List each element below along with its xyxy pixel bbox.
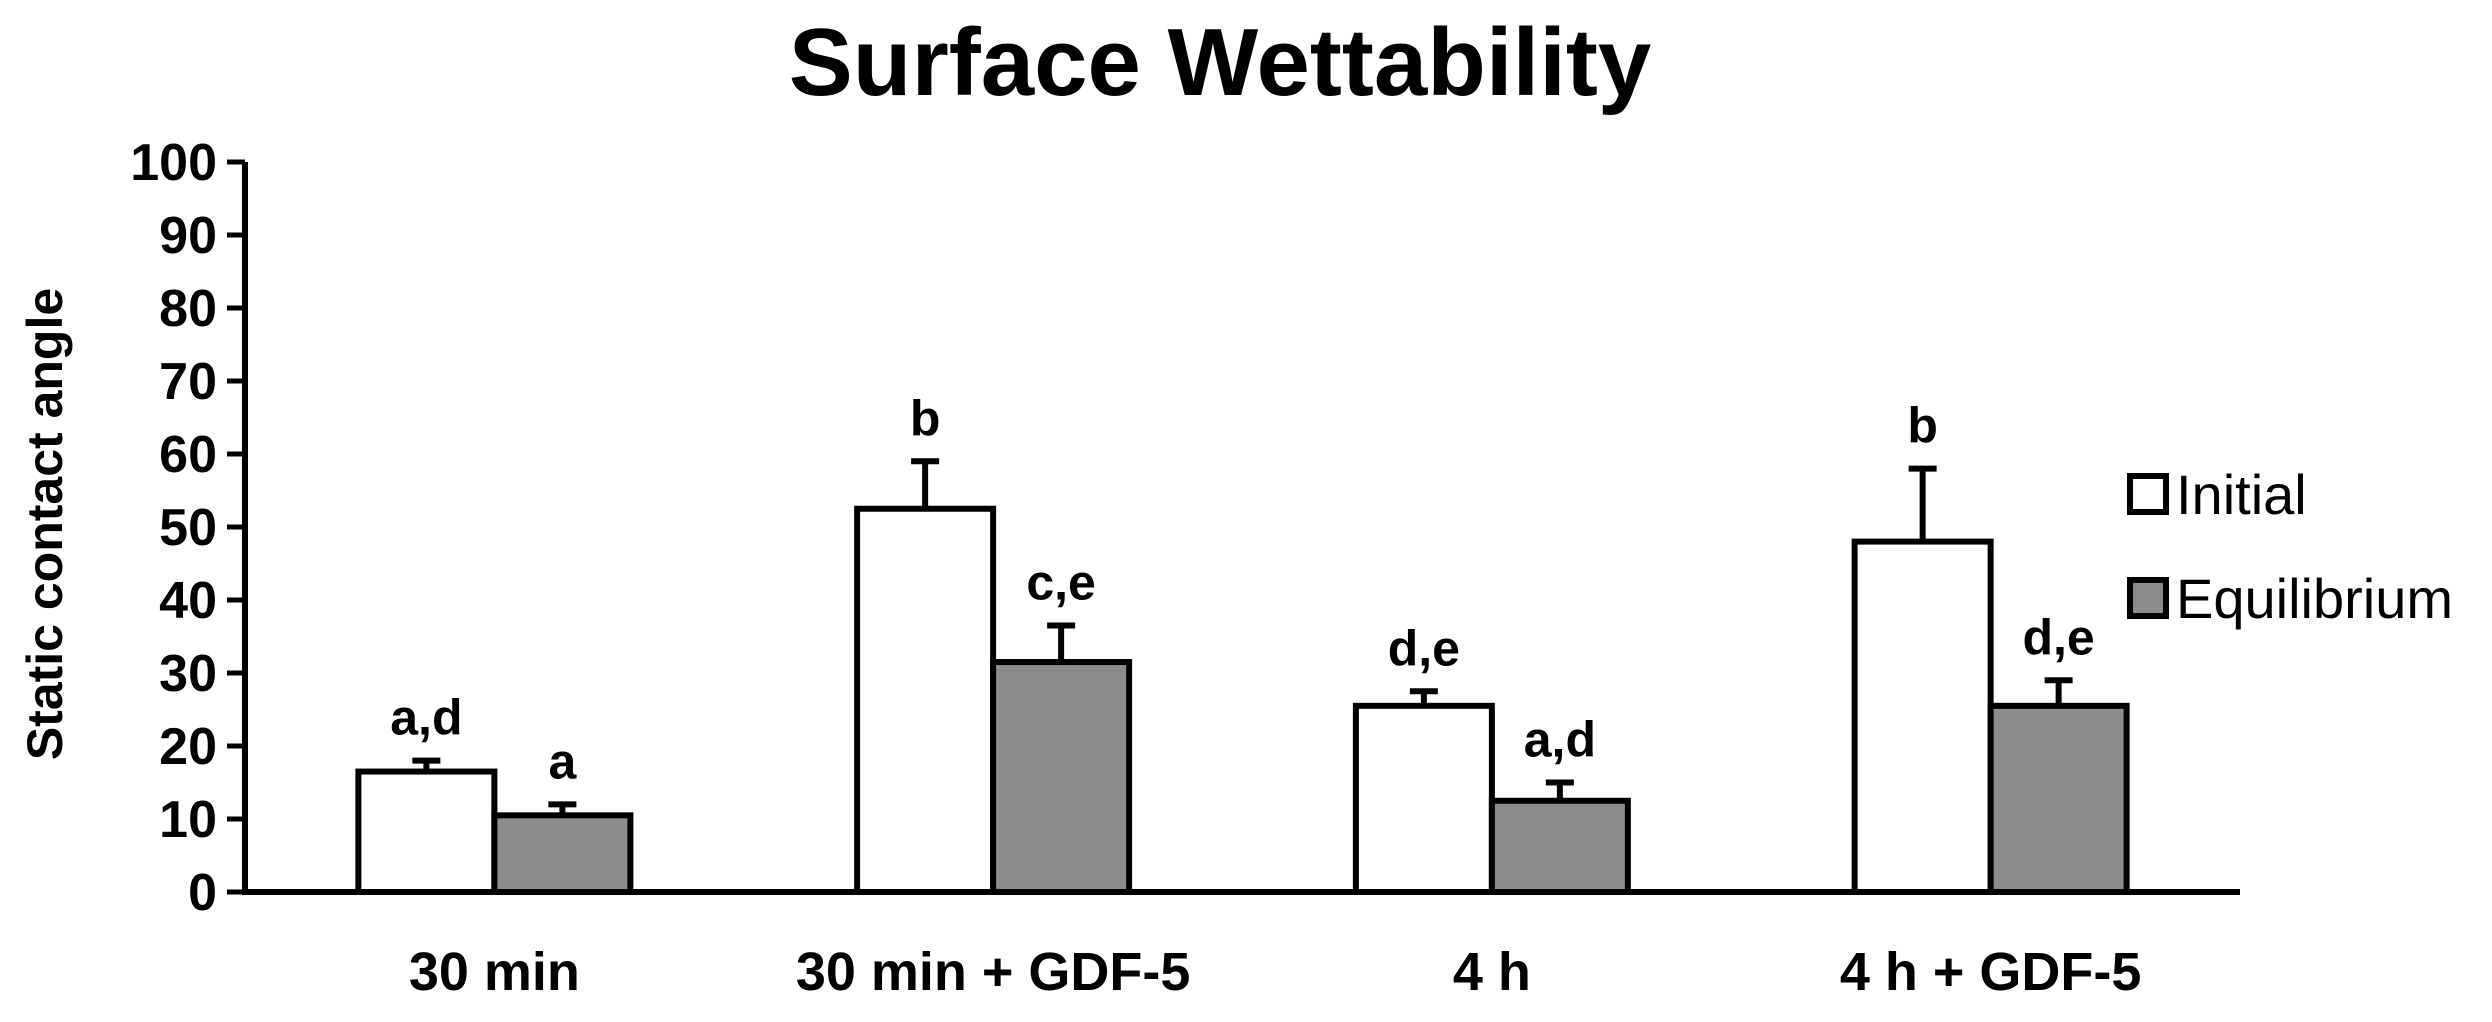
significance-label: a,d	[1524, 712, 1596, 768]
plot-area: 0 10 20 30 40 50 60 70 80 90 100 a,d a 30 min b c,e 30 m…	[130, 134, 2240, 1002]
legend-label-initial: Initial	[2176, 463, 2307, 526]
y-tick-label: 60	[159, 426, 217, 484]
y-tick-label: 50	[159, 499, 217, 557]
y-tick-label: 30	[159, 645, 217, 703]
legend-label-equilibrium: Equilibrium	[2176, 567, 2453, 630]
bar-initial-4	[1851, 538, 1994, 895]
significance-label: b	[1907, 398, 1938, 454]
significance-label: b	[910, 390, 941, 446]
x-tick-label: 30 min	[409, 942, 580, 1002]
y-tick-label: 0	[188, 864, 217, 922]
y-tick-label: 40	[159, 572, 217, 630]
bar-initial-3	[1352, 702, 1495, 895]
x-tick-label: 4 h	[1453, 942, 1531, 1002]
significance-label: a,d	[390, 690, 462, 746]
significance-label: d,e	[2023, 609, 2095, 665]
y-tick-label: 100	[130, 134, 217, 192]
significance-label: c,e	[1026, 555, 1096, 611]
bar-equilibrium-1	[491, 812, 634, 895]
significance-label: a	[548, 733, 577, 789]
y-tick-label: 20	[159, 718, 217, 776]
y-tick-label: 10	[159, 791, 217, 849]
significance-label: d,e	[1388, 620, 1460, 676]
legend: Initial Equilibrium	[2127, 463, 2453, 630]
bar-equilibrium-4	[1987, 702, 2130, 895]
x-tick-label: 4 h + GDF-5	[1840, 942, 2142, 1002]
chart-title: Surface Wettability	[789, 9, 1651, 116]
bar-initial-2	[854, 505, 997, 895]
x-tick-label: 30 min + GDF-5	[796, 942, 1191, 1002]
bar-equilibrium-3	[1488, 797, 1631, 895]
legend-swatch-initial	[2127, 473, 2169, 515]
y-tick-label: 70	[159, 353, 217, 411]
y-tick-label: 80	[159, 280, 217, 338]
y-axis-label: Static contact angle	[17, 288, 73, 760]
legend-swatch-equilibrium	[2127, 577, 2169, 619]
bar-initial-1	[355, 768, 498, 895]
bar-equilibrium-2	[990, 659, 1133, 895]
y-tick-label: 90	[159, 207, 217, 265]
